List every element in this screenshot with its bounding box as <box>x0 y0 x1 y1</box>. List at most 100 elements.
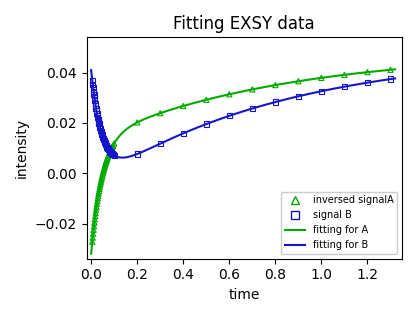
Point <box>91 98 98 103</box>
Point <box>295 79 302 84</box>
Point <box>272 100 279 105</box>
Point <box>105 154 111 159</box>
Point <box>318 89 325 94</box>
Point <box>89 78 95 83</box>
Point <box>98 176 105 181</box>
Point <box>97 125 103 130</box>
Point <box>96 189 103 194</box>
Point <box>104 146 111 151</box>
Point <box>108 151 115 156</box>
Point <box>90 223 97 229</box>
Point <box>109 151 116 156</box>
Point <box>341 84 348 89</box>
Point <box>103 144 110 149</box>
Point <box>364 80 371 85</box>
Point <box>180 103 186 108</box>
Point <box>364 70 371 75</box>
Point <box>226 113 233 118</box>
Point <box>106 148 113 153</box>
Point <box>89 239 95 244</box>
Point <box>98 131 105 136</box>
Point <box>97 126 104 132</box>
Point <box>98 128 104 133</box>
Point <box>94 199 100 204</box>
Point <box>108 150 114 155</box>
Point <box>100 167 107 172</box>
Point <box>104 156 111 161</box>
Point <box>103 160 109 165</box>
Point <box>111 153 118 158</box>
Point <box>272 82 279 87</box>
Point <box>102 140 108 146</box>
Point <box>295 94 302 99</box>
Point <box>102 163 108 168</box>
Point <box>89 235 96 240</box>
Point <box>203 121 210 126</box>
Point <box>387 76 394 81</box>
Point <box>95 119 102 124</box>
Point <box>90 231 96 236</box>
Point <box>203 97 210 102</box>
Point <box>92 100 98 106</box>
Title: Fitting EXSY data: Fitting EXSY data <box>173 15 315 33</box>
Point <box>101 164 108 169</box>
Y-axis label: intensity: intensity <box>15 118 29 178</box>
Point <box>102 161 109 166</box>
Point <box>99 174 106 179</box>
Point <box>107 149 113 154</box>
Point <box>111 141 118 146</box>
Point <box>90 227 97 232</box>
Point <box>180 131 186 136</box>
Point <box>387 67 394 72</box>
Point <box>106 152 112 157</box>
Point <box>134 152 141 157</box>
Point <box>157 141 163 146</box>
Point <box>94 196 101 201</box>
Point <box>96 123 103 128</box>
Point <box>249 87 256 92</box>
Legend: inversed signalA, signal B, fitting for A, fitting for B: inversed signalA, signal B, fitting for … <box>281 191 397 254</box>
Point <box>91 95 98 100</box>
Point <box>97 184 103 189</box>
Point <box>98 180 104 185</box>
Point <box>109 144 116 149</box>
Point <box>89 82 96 87</box>
Point <box>105 153 112 158</box>
Point <box>106 148 113 153</box>
Point <box>103 158 110 163</box>
Point <box>103 159 110 164</box>
X-axis label: time: time <box>229 288 260 302</box>
Point <box>93 106 99 111</box>
Point <box>106 150 113 155</box>
Point <box>95 191 102 196</box>
Point <box>108 146 115 151</box>
Point <box>157 111 163 116</box>
Point <box>93 201 100 206</box>
Point <box>91 220 98 225</box>
Point <box>90 85 96 90</box>
Point <box>110 152 116 157</box>
Point <box>93 204 100 209</box>
Point <box>99 133 106 139</box>
Point <box>94 115 101 120</box>
Point <box>96 186 103 191</box>
Point <box>93 207 99 212</box>
Point <box>109 152 116 157</box>
Point <box>99 172 106 178</box>
Point <box>96 121 103 126</box>
Point <box>108 151 115 156</box>
Point <box>107 148 114 153</box>
Point <box>102 141 109 146</box>
Point <box>91 217 98 222</box>
Point <box>104 155 111 160</box>
Point <box>95 193 102 198</box>
Point <box>93 111 100 116</box>
Point <box>95 117 102 122</box>
Point <box>106 147 112 152</box>
Point <box>100 136 107 141</box>
Point <box>100 137 107 142</box>
Point <box>101 138 108 143</box>
Point <box>318 75 325 81</box>
Point <box>104 145 111 150</box>
Point <box>105 147 112 152</box>
